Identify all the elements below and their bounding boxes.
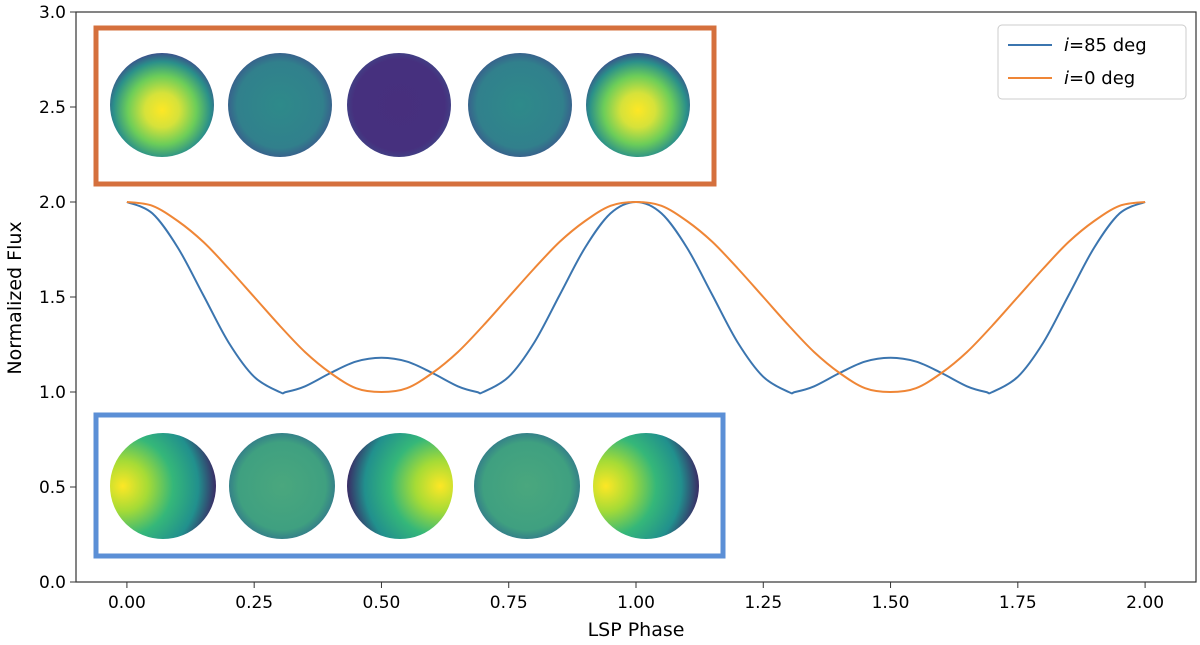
- y-tick-label: 2.0: [39, 193, 66, 213]
- y-tick-label: 0.5: [39, 478, 66, 498]
- surface-disk-i85-phase-0: [110, 433, 216, 539]
- y-tick-label: 0.0: [39, 573, 66, 593]
- surface-disk-i0-phase-1: [228, 53, 332, 157]
- surface-disk-i0-phase-3: [468, 53, 572, 157]
- inset-i85-frame: [93, 412, 726, 559]
- x-tick-label: 2.00: [1126, 593, 1164, 613]
- y-tick-label: 3.0: [39, 3, 66, 23]
- y-axis-ticks: 0.0 0.5 1.0 1.5 2.0 2.5 3.0: [39, 3, 76, 593]
- y-axis-label: Normalized Flux: [4, 221, 26, 374]
- inset-i0-frame: [93, 25, 717, 187]
- x-tick-label: 0.00: [108, 593, 146, 613]
- x-tick-label: 1.25: [744, 593, 782, 613]
- inset-i0-border: [93, 25, 717, 187]
- x-tick-label: 1.75: [999, 593, 1037, 613]
- x-tick-label: 1.00: [617, 593, 655, 613]
- inset-i85-border: [93, 412, 726, 559]
- x-tick-label: 0.75: [490, 593, 528, 613]
- legend: i=85 deg i=0 deg: [997, 24, 1187, 100]
- x-axis-ticks: 0.00 0.25 0.50 0.75 1.00 1.25 1.50 1.75 2.00: [108, 582, 1164, 613]
- x-tick-label: 1.50: [872, 593, 910, 613]
- legend-label-i85: i=85 deg: [1064, 35, 1147, 56]
- surface-disk-i85-phase-1: [229, 433, 335, 539]
- y-tick-label: 1.0: [39, 383, 66, 403]
- legend-label-i0: i=0 deg: [1064, 68, 1135, 89]
- surface-disk-i0-phase-4: [586, 53, 690, 157]
- x-tick-label: 0.50: [363, 593, 401, 613]
- series-layer: [126, 200, 1146, 395]
- surface-disk-i0-phase-2: [347, 53, 451, 157]
- surface-disk-i85-phase-4: [593, 433, 699, 539]
- surface-disk-i0-phase-0: [110, 53, 214, 157]
- x-axis-label: LSP Phase: [588, 619, 685, 641]
- legend-box: [997, 24, 1187, 100]
- surface-disk-i85-phase-2: [347, 433, 453, 539]
- surface-disk-i85-phase-3: [474, 433, 580, 539]
- y-tick-label: 1.5: [39, 288, 66, 308]
- x-tick-label: 0.25: [235, 593, 273, 613]
- series-line-i0: [126, 200, 1146, 394]
- y-tick-label: 2.5: [39, 98, 66, 118]
